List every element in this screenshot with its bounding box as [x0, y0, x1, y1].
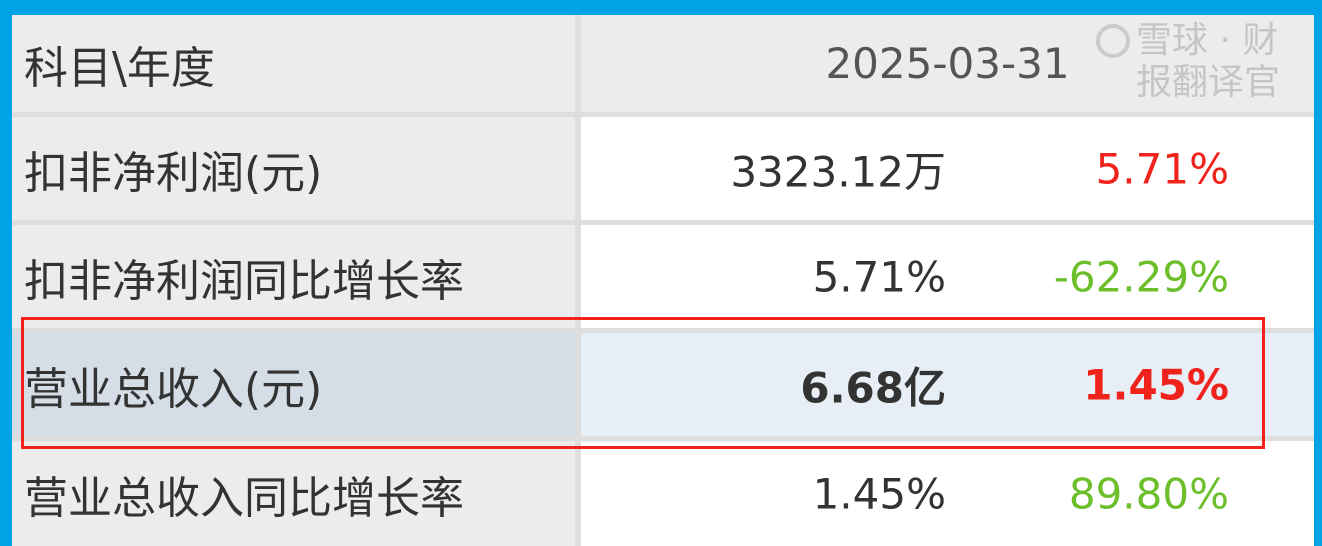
row-label: 扣非净利润(元) — [12, 117, 575, 220]
row-value: 1.45% — [812, 469, 946, 518]
row-change: 1.45% — [1083, 360, 1229, 409]
row-value: 5.71% — [812, 252, 946, 301]
header-period: 2025-03-31 — [581, 15, 1314, 112]
financial-table: 科目\年度 2025-03-31 扣非净利润(元) 3323.12万 5.71% … — [12, 15, 1314, 546]
watermark-text: 雪球 · 财报翻译官 — [1136, 20, 1281, 103]
table-row: 营业总收入同比增长率 1.45% 89.80% — [12, 441, 1314, 546]
header-label: 科目\年度 — [12, 15, 575, 112]
table-row: 扣非净利润同比增长率 5.71% -62.29% — [12, 225, 1314, 328]
row-change: 5.71% — [1095, 144, 1229, 193]
highlight-box — [21, 317, 1265, 449]
row-label: 营业总收入同比增长率 — [12, 441, 575, 546]
row-change: 89.80% — [1068, 469, 1229, 518]
row-value: 6.68亿 — [800, 363, 946, 412]
row-value: 3323.12万 — [730, 147, 946, 196]
table-row-highlighted: 营业总收入(元) 6.68亿 1.45% — [12, 333, 1314, 436]
row-change: -62.29% — [1053, 252, 1229, 301]
table-row: 扣非净利润(元) 3323.12万 5.71% — [12, 117, 1314, 220]
row-label: 扣非净利润同比增长率 — [12, 225, 575, 328]
snowball-logo-icon — [1096, 24, 1130, 58]
table-header-row: 科目\年度 2025-03-31 — [12, 15, 1314, 112]
watermark: 雪球 · 财报翻译官 — [1096, 20, 1310, 104]
row-label: 营业总收入(元) — [12, 333, 575, 436]
